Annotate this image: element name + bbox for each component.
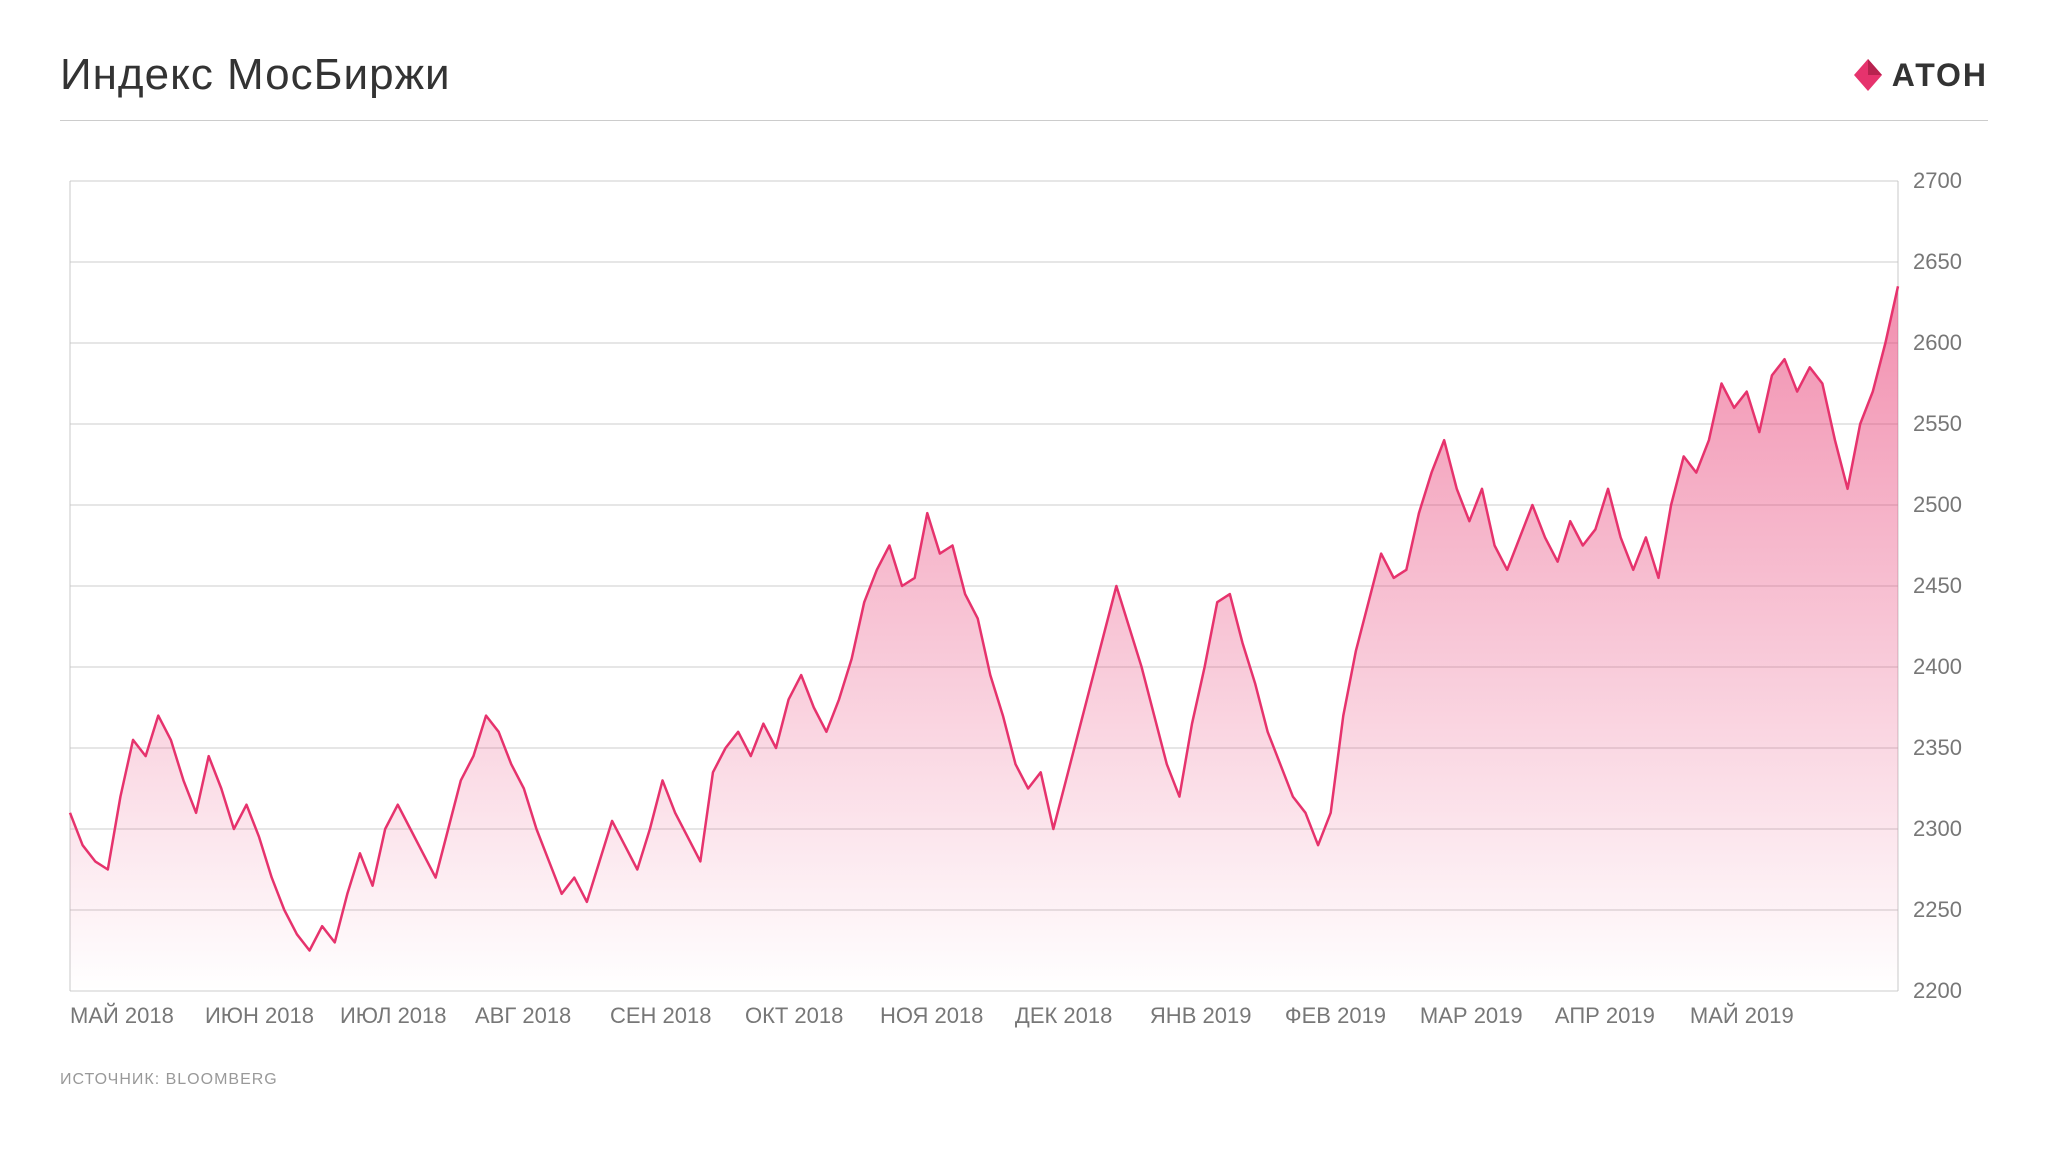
- svg-text:2300: 2300: [1913, 816, 1962, 841]
- logo-text: АТОН: [1892, 57, 1988, 94]
- header: Индекс МосБиржи АТОН: [60, 50, 1988, 121]
- svg-text:ИЮЛ 2018: ИЮЛ 2018: [340, 1003, 447, 1028]
- svg-text:МАР 2019: МАР 2019: [1420, 1003, 1523, 1028]
- svg-text:2250: 2250: [1913, 897, 1962, 922]
- svg-text:ДЕК 2018: ДЕК 2018: [1015, 1003, 1112, 1028]
- svg-text:ФЕВ 2019: ФЕВ 2019: [1285, 1003, 1386, 1028]
- svg-text:АПР 2019: АПР 2019: [1555, 1003, 1655, 1028]
- logo: АТОН: [1848, 55, 1988, 95]
- source-label: ИСТОЧНИК: BLOOMBERG: [60, 1071, 1988, 1089]
- svg-text:МАЙ 2019: МАЙ 2019: [1690, 1003, 1794, 1028]
- svg-text:2700: 2700: [1913, 171, 1962, 193]
- svg-text:ОКТ 2018: ОКТ 2018: [745, 1003, 843, 1028]
- svg-text:2600: 2600: [1913, 330, 1962, 355]
- svg-text:2350: 2350: [1913, 735, 1962, 760]
- svg-text:2650: 2650: [1913, 249, 1962, 274]
- svg-text:ИЮН 2018: ИЮН 2018: [205, 1003, 314, 1028]
- chart: 2200 2250 2300 2350 2400 2450 2500 2550 2600 2650…: [60, 171, 1988, 1041]
- svg-text:МАЙ 2018: МАЙ 2018: [70, 1003, 174, 1028]
- svg-text:2200: 2200: [1913, 978, 1962, 1003]
- page-title: Индекс МосБиржи: [60, 50, 451, 100]
- svg-text:СЕН 2018: СЕН 2018: [610, 1003, 712, 1028]
- svg-text:2400: 2400: [1913, 654, 1962, 679]
- svg-text:2450: 2450: [1913, 573, 1962, 598]
- svg-text:2550: 2550: [1913, 411, 1962, 436]
- svg-text:НОЯ 2018: НОЯ 2018: [880, 1003, 983, 1028]
- svg-text:АВГ 2018: АВГ 2018: [475, 1003, 571, 1028]
- logo-icon: [1848, 55, 1888, 95]
- svg-text:2500: 2500: [1913, 492, 1962, 517]
- chart-svg: 2200 2250 2300 2350 2400 2450 2500 2550 2600 2650…: [60, 171, 1988, 1041]
- svg-text:ЯНВ 2019: ЯНВ 2019: [1150, 1003, 1252, 1028]
